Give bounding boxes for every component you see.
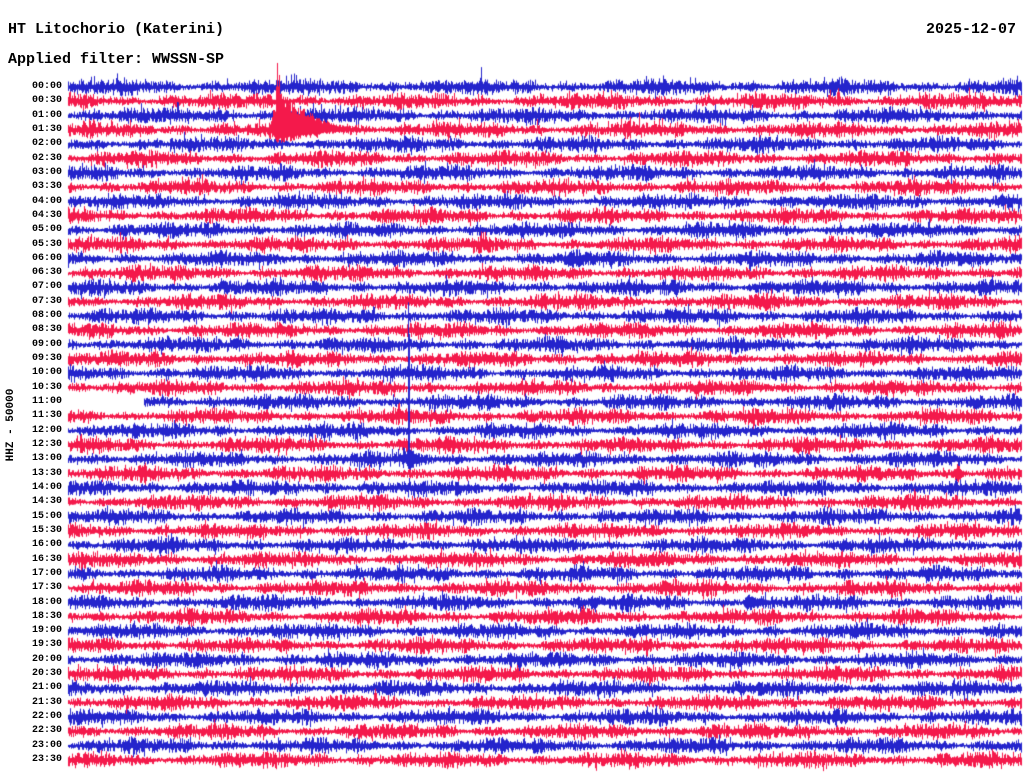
time-label: 16:30: [31, 553, 62, 565]
time-label: 10:00: [31, 367, 62, 379]
time-label: 13:30: [31, 467, 62, 479]
time-label: 06:30: [31, 267, 62, 279]
time-label: 09:00: [31, 338, 62, 350]
time-label: 18:00: [31, 596, 62, 608]
time-label: 14:00: [31, 481, 62, 493]
time-label: 08:00: [31, 310, 62, 322]
time-label: 04:00: [31, 195, 62, 207]
time-label: 19:00: [31, 625, 62, 637]
time-label: 16:00: [31, 539, 62, 551]
time-label: 03:00: [31, 166, 62, 178]
time-label: 17:30: [31, 582, 62, 594]
time-label: 10:30: [31, 381, 62, 393]
time-label: 12:00: [31, 424, 62, 436]
time-label: 04:30: [31, 209, 62, 221]
time-label: 02:30: [31, 152, 62, 164]
time-label: 13:00: [31, 453, 62, 465]
time-label: 22:00: [31, 711, 62, 723]
time-label: 19:30: [31, 639, 62, 651]
time-label: 20:00: [31, 653, 62, 665]
time-label: 08:30: [31, 324, 62, 336]
time-label: 06:00: [31, 252, 62, 264]
time-label: 07:00: [31, 281, 62, 293]
time-label: 03:30: [31, 181, 62, 193]
time-label: 15:00: [31, 510, 62, 522]
time-label: 23:00: [31, 739, 62, 751]
plot-date: 2025-12-07: [925, 21, 1016, 38]
time-label: 14:30: [31, 496, 62, 508]
time-label: 01:30: [31, 123, 62, 135]
time-label: 18:30: [31, 610, 62, 622]
time-label: 11:00: [31, 396, 62, 408]
time-label: 17:00: [31, 567, 62, 579]
time-label: 20:30: [31, 668, 62, 680]
applied-filter-label: Applied filter: WWSSN-SP: [8, 51, 225, 68]
time-label: 22:30: [31, 725, 62, 737]
time-label: 12:30: [31, 439, 62, 450]
time-label: 21:00: [31, 682, 62, 694]
time-label: 23:30: [31, 754, 62, 766]
time-label: 00:00: [31, 81, 62, 92]
time-label: 05:30: [31, 238, 62, 250]
time-label: 05:00: [31, 224, 62, 236]
time-label: 00:30: [31, 95, 62, 107]
station-title: HT Litochorio (Katerini): [8, 21, 225, 38]
time-label: 09:30: [31, 353, 62, 365]
time-label: 02:00: [31, 138, 62, 150]
time-label: 15:30: [31, 524, 62, 536]
time-label: 01:00: [31, 109, 62, 121]
time-label: 07:30: [31, 295, 62, 307]
time-label: 21:30: [31, 696, 62, 708]
time-label: 11:30: [31, 410, 62, 422]
